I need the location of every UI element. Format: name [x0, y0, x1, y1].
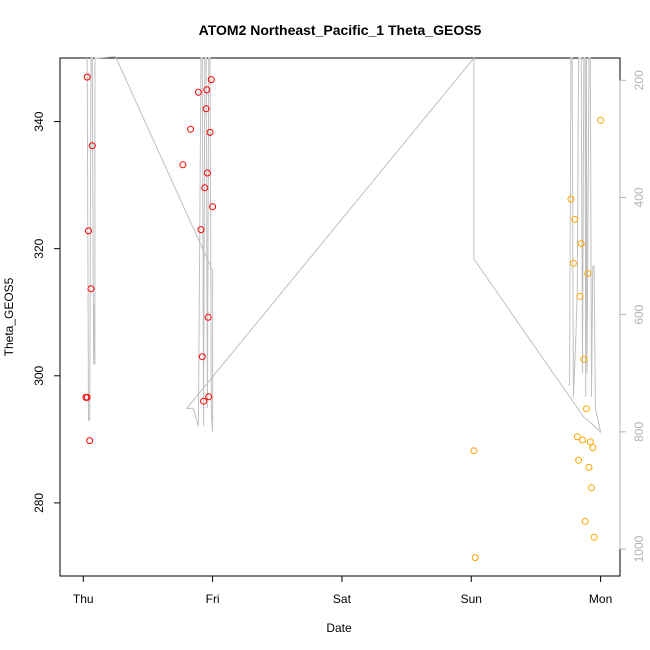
data-point-red [85, 227, 92, 235]
data-point-red [87, 285, 95, 293]
y-right-tick-label: 1000 [632, 535, 646, 562]
data-point-orange [584, 270, 592, 277]
data-point-orange [567, 195, 575, 203]
data-point-red [202, 105, 210, 113]
y-tick-label: 300 [32, 365, 46, 385]
x-tick-label: Sun [461, 592, 482, 606]
data-point-orange [471, 554, 479, 562]
data-point-red [197, 226, 205, 234]
data-point-orange [590, 533, 598, 541]
data-point-red [198, 353, 206, 361]
data-point-red [83, 73, 91, 81]
data-point-red [200, 397, 208, 405]
x-tick-label: Fri [206, 592, 220, 606]
data-point-orange [581, 517, 589, 525]
data-point-orange [569, 259, 577, 267]
data-point-orange [575, 456, 583, 464]
y-right-tick-label: 800 [632, 422, 646, 442]
profile-line-layer [86, 56, 602, 434]
y-right-tick-label: 600 [632, 304, 646, 324]
y-tick-label: 320 [32, 238, 46, 258]
data-point-orange [470, 447, 478, 455]
data-point-red [201, 184, 209, 192]
y-right-tick-label: 200 [632, 70, 646, 90]
data-point-orange [582, 405, 590, 413]
data-point-red [88, 142, 96, 150]
data-point-red [205, 393, 213, 401]
data-point-orange [576, 292, 584, 300]
data-point-orange [597, 116, 605, 124]
data-point-red [203, 86, 211, 94]
data-point-orange [579, 436, 586, 444]
x-axis-label: Date [326, 621, 352, 635]
data-point-orange [577, 240, 585, 248]
data-point-red [86, 437, 94, 445]
y-right-tick-label: 400 [632, 187, 646, 207]
data-point-orange [585, 463, 593, 471]
x-tick-label: Mon [589, 592, 612, 606]
data-point-red [203, 169, 211, 177]
y-tick-label: 280 [32, 493, 46, 513]
data-point-red [206, 128, 214, 136]
data-point-red [194, 88, 202, 96]
x-tick-label: Sat [333, 592, 352, 606]
data-point-orange [589, 444, 597, 452]
y-axis-label: Theta_GEOS5 [2, 277, 16, 356]
profile-line [86, 56, 602, 434]
data-point-red [209, 203, 217, 211]
chart-title: ATOM2 Northeast_Pacific_1 Theta_GEOS5 [199, 22, 482, 38]
data-points-layer [82, 73, 605, 562]
data-point-red [179, 161, 187, 169]
plot-frame [59, 57, 621, 577]
data-point-orange [586, 438, 594, 446]
data-point-red [207, 76, 215, 84]
y-tick-label: 340 [32, 111, 46, 131]
y-right-axis: 200 400 600 800 1000 [619, 70, 646, 562]
y-axis: 280 300 320 340 [32, 111, 61, 513]
data-point-red [83, 393, 91, 401]
data-point-orange [580, 355, 588, 363]
x-tick-label: Thu [73, 592, 94, 606]
data-point-orange [573, 433, 581, 441]
data-point-orange [571, 215, 579, 223]
x-axis: Thu Fri Sat Sun Mon [73, 575, 612, 606]
data-point-red [204, 313, 212, 321]
data-point-orange [588, 484, 595, 492]
data-point-red [187, 125, 195, 133]
